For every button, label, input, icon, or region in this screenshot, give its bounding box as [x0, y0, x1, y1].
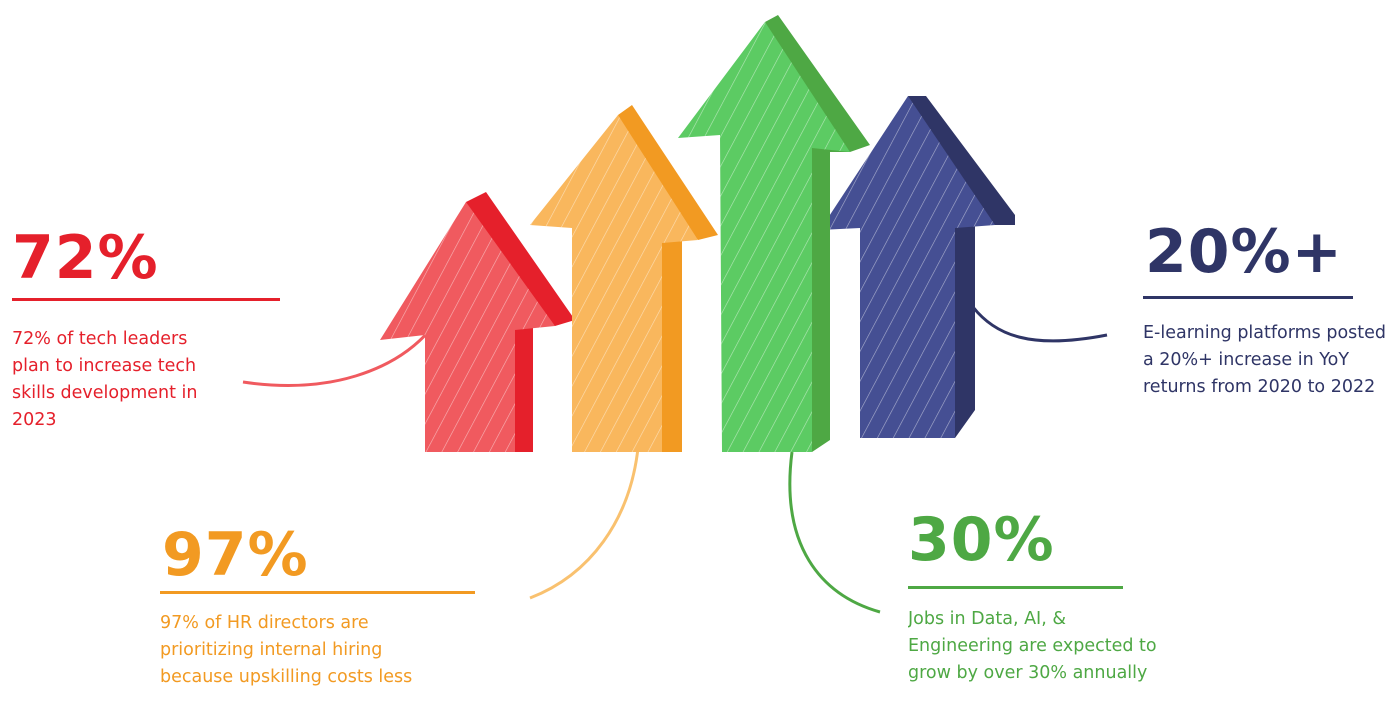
green-arrow-icon: [678, 15, 870, 452]
orange-connector-line: [529, 447, 640, 600]
stat-value: 20%+: [1145, 217, 1343, 287]
stat-value: 30%: [908, 505, 1055, 575]
green-arrow-hatch: [678, 22, 850, 452]
stat-description: 97% of HR directors are prioritizing int…: [160, 613, 413, 687]
stat-description: 72% of tech leaders plan to increase tec…: [12, 329, 198, 430]
navy-arrow-side: [908, 96, 1015, 438]
divider-line: [908, 586, 1123, 589]
stat-description: E-learning platforms posted a 20%+ incre…: [1143, 323, 1387, 397]
red-arrow-icon: [380, 192, 575, 452]
divider-line: [12, 298, 280, 301]
divider-line: [160, 591, 475, 594]
stat-value: 97%: [162, 520, 309, 590]
divider-line: [1143, 296, 1353, 299]
stat-description: Jobs in Data, AI, & Engineering are expe…: [908, 609, 1157, 683]
green-connector-line: [788, 451, 881, 614]
stat-value: 72%: [12, 223, 159, 293]
red-connector-line: [242, 329, 432, 387]
orange-arrow-hatch: [530, 115, 698, 452]
navy-arrow-icon: [820, 96, 1015, 438]
orange-arrow-icon: [530, 105, 718, 452]
navy-arrow-hatch: [820, 96, 995, 438]
green-arrow-side: [765, 15, 870, 452]
navy-connector-line: [971, 306, 1108, 343]
orange-arrow-side: [618, 105, 718, 452]
red-arrow-hatch: [380, 202, 555, 452]
